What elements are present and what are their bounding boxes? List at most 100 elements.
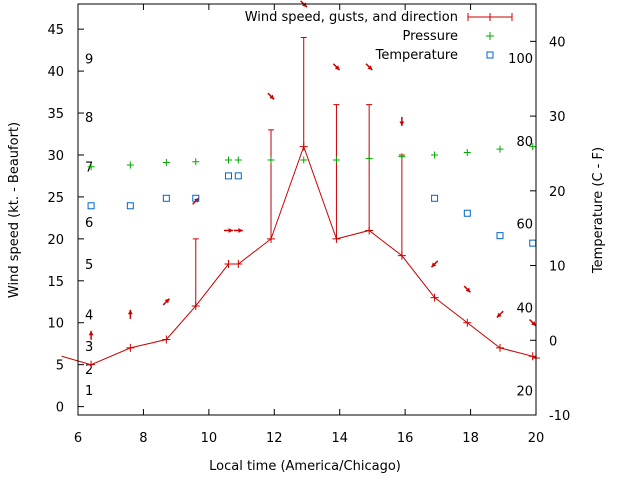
gust-bar [398, 154, 405, 256]
y2-axis-label: Temperature (C - F) [591, 147, 606, 274]
wind-speed-point [528, 352, 537, 361]
y-tick-label: 15 [47, 275, 64, 290]
wind-direction-arrowhead [465, 287, 471, 293]
wind-direction-arrowhead [431, 262, 437, 268]
x-tick-label: 6 [74, 431, 82, 446]
pressure-point [398, 153, 406, 161]
temperature-point [126, 202, 134, 210]
wind-direction-arrowhead [127, 309, 133, 315]
gust-bar [300, 37, 307, 147]
temperature-point [234, 172, 242, 180]
fahrenheit-label: 100 [508, 52, 533, 67]
wind-speed-point [234, 260, 243, 269]
wind-direction-arrowhead [238, 228, 243, 233]
x-tick-label: 16 [397, 431, 414, 446]
y-tick-label: 40 [47, 65, 64, 80]
wind-speed-point [224, 260, 233, 269]
x-axis-label: Local time (America/Chicago) [209, 459, 401, 474]
pressure-point [300, 156, 308, 164]
pressure-point [267, 156, 275, 164]
beaufort-label: 9 [85, 53, 93, 68]
wind-speed-point [430, 293, 439, 302]
y2-tick-label: 10 [549, 260, 566, 275]
gust-bar [192, 238, 199, 306]
y-tick-label: 0 [56, 401, 64, 416]
wind-speed-line [61, 145, 537, 366]
wind-direction-arrowhead [367, 65, 373, 71]
gust-bar [333, 104, 340, 239]
x-tick-label: 12 [266, 431, 283, 446]
temperature-point [162, 194, 170, 202]
y-tick-label: 30 [47, 149, 64, 164]
wind-direction-arrowhead [269, 94, 275, 100]
pressure-point [365, 154, 373, 162]
pressure-point [126, 161, 134, 169]
plot-frame [77, 3, 537, 416]
y-axis-label: Wind speed (kt. - Beaufort) [7, 122, 22, 298]
temperature-point [224, 172, 232, 180]
wind-speed-point [162, 335, 171, 344]
pressure-point [332, 156, 340, 164]
x-tick-label: 8 [139, 431, 147, 446]
gust-bar [366, 104, 373, 231]
x-tick-label: 18 [462, 431, 479, 446]
y2-tick-label: 20 [549, 185, 566, 200]
temperature-point [496, 232, 504, 240]
x-tick-label: 14 [331, 431, 348, 446]
wind-direction-arrowhead [399, 121, 405, 126]
temperature-point [529, 239, 537, 247]
temperature-point [431, 194, 439, 202]
y-tick-label: 10 [47, 317, 64, 332]
y2-tick-label: 30 [549, 110, 566, 125]
y-tick-label: 5 [56, 359, 64, 374]
wind-direction-arrowhead [164, 298, 170, 304]
pressure-point [234, 156, 242, 164]
y2-tick-label: 0 [549, 334, 557, 349]
pressure-point [529, 143, 537, 151]
legend-label-temperature: Temperature [375, 48, 458, 63]
y2-tick-label: -10 [549, 409, 570, 424]
legend-label-wind: Wind speed, gusts, and direction [245, 10, 458, 25]
wind-speed-point [126, 343, 135, 352]
x-tick-label: 10 [201, 431, 218, 446]
temperature-point [87, 202, 95, 210]
pressure-point [87, 163, 95, 171]
beaufort-label: 6 [85, 216, 93, 231]
x-tick-label: 20 [528, 431, 545, 446]
beaufort-label: 5 [85, 258, 93, 273]
wind-speed-point [496, 343, 505, 352]
wind-speed-point [463, 318, 472, 327]
wind-direction-arrowhead [531, 321, 536, 326]
temperature-point [192, 194, 200, 202]
beaufort-label: 8 [85, 111, 93, 126]
fahrenheit-label: 80 [516, 135, 533, 150]
pressure-point [162, 159, 170, 167]
legend-swatch-temperature [486, 51, 494, 59]
fahrenheit-label: 20 [516, 384, 533, 399]
temperature-point [463, 209, 471, 217]
pressure-point [431, 151, 439, 159]
gust-bar [268, 129, 275, 239]
pressure-point [192, 158, 200, 166]
pressure-point [224, 156, 232, 164]
pressure-point [496, 145, 504, 153]
pressure-point [463, 148, 471, 156]
fahrenheit-label: 60 [516, 218, 533, 233]
wind-direction-arrowhead [334, 65, 340, 71]
beaufort-label: 4 [85, 308, 93, 323]
wind-direction-arrowhead [228, 228, 233, 233]
legend-swatch-wind [467, 13, 513, 21]
beaufort-label: 2 [85, 363, 93, 378]
wind-direction-arrowhead [496, 312, 502, 318]
legend-label-pressure: Pressure [402, 29, 458, 44]
y2-tick-label: 40 [549, 35, 566, 50]
wind-direction-arrowhead [88, 330, 94, 336]
y-tick-label: 20 [47, 233, 64, 248]
y-tick-label: 25 [47, 191, 64, 206]
y-tick-label: 35 [47, 107, 64, 122]
beaufort-label: 3 [85, 340, 93, 355]
legend-swatch-pressure [486, 32, 494, 40]
fahrenheit-label: 40 [516, 301, 533, 316]
beaufort-label: 1 [85, 384, 93, 399]
